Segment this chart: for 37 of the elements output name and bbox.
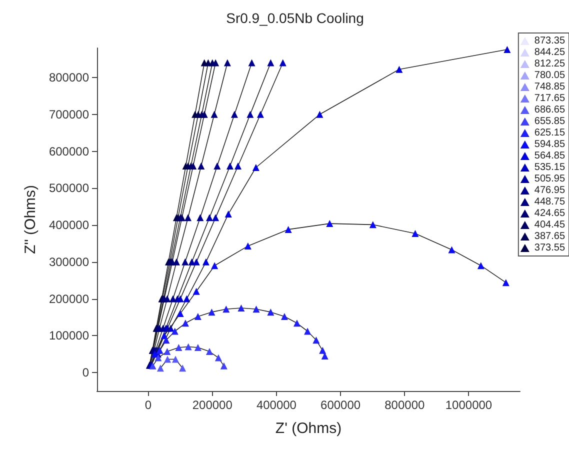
- legend-label: 655.85: [534, 116, 566, 127]
- legend-label: 748.85: [534, 82, 566, 92]
- legend-label: 686.65: [534, 104, 566, 116]
- x-tick-label: 0: [144, 398, 152, 412]
- legend-label: 625.15: [534, 128, 566, 138]
- y-tick-label: 0: [82, 366, 90, 380]
- y-tick-label: 600000: [48, 144, 90, 158]
- legend-label: 373.55: [534, 242, 566, 254]
- legend-label: 387.65: [534, 231, 566, 242]
- legend-label: 476.95: [534, 185, 566, 196]
- x-tick-label: 1000000: [445, 398, 492, 412]
- y-tick-label: 500000: [48, 181, 90, 196]
- legend-label: 780.05: [534, 70, 566, 81]
- legend-label: 505.95: [534, 174, 566, 184]
- y-axis-title: Z'' (Ohms): [22, 184, 40, 254]
- y-tick-label: 800000: [48, 70, 90, 85]
- legend-label: 404.45: [534, 220, 566, 230]
- chart-title: Sr0.9_0.05Nb Cooling: [226, 10, 364, 26]
- y-tick-label: 400000: [48, 218, 90, 232]
- y-tick-label: 300000: [48, 254, 90, 269]
- legend-label: 717.65: [534, 93, 566, 104]
- legend-label: 424.65: [534, 208, 566, 219]
- y-tick-label: 100000: [48, 328, 90, 343]
- x-tick-label: 600000: [320, 398, 361, 412]
- x-tick-label: 800000: [384, 398, 425, 412]
- legend-label: 812.25: [534, 58, 566, 70]
- legend-label: 448.75: [534, 196, 566, 208]
- x-tick-label: 200000: [192, 398, 233, 412]
- x-axis-title: Z' (Ohms): [275, 420, 342, 437]
- legend-label: 535.15: [534, 162, 566, 173]
- legend-label: 873.35: [534, 36, 566, 46]
- y-tick-label: 700000: [48, 107, 90, 122]
- y-tick-label: 200000: [48, 292, 90, 306]
- x-tick-label: 400000: [256, 398, 297, 412]
- legend-label: 844.25: [534, 47, 566, 58]
- legend-label: 594.85: [534, 139, 566, 150]
- legend-label: 564.85: [534, 150, 566, 162]
